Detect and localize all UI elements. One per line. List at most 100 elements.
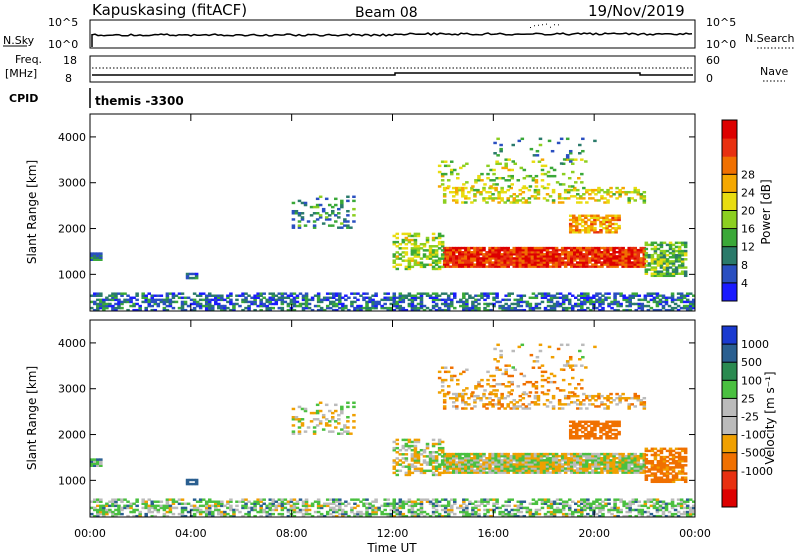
power-cell <box>659 253 664 257</box>
velocity-cell <box>407 440 412 444</box>
velocity-cell <box>476 456 480 460</box>
velocity-cell <box>587 434 591 438</box>
power-cell <box>304 292 309 295</box>
velocity-cell <box>413 446 418 450</box>
velocity-cell <box>557 463 562 466</box>
power-cell <box>286 294 291 297</box>
velocity-cell <box>569 467 574 470</box>
velocity-cell <box>582 461 586 464</box>
power-cell <box>655 296 660 300</box>
velocity-cell <box>440 459 445 462</box>
velocity-cell <box>500 454 504 458</box>
velocity-cell <box>307 504 312 508</box>
power-cell <box>603 250 607 254</box>
velocity-cell <box>217 500 221 503</box>
power-cell <box>627 253 631 256</box>
power-cell <box>291 212 296 215</box>
velocity-cell <box>442 454 447 458</box>
velocity-cell <box>567 498 572 501</box>
power-cell <box>668 260 673 263</box>
velocity-cell <box>491 461 495 464</box>
velocity-cell <box>587 430 591 434</box>
power-cell <box>662 260 667 263</box>
velocity-cell <box>609 469 613 472</box>
velocity-cell <box>177 512 182 516</box>
velocity-cell <box>247 512 251 516</box>
velocity-cell <box>566 461 571 464</box>
power-cell <box>413 247 418 250</box>
velocity-cell <box>141 500 145 503</box>
power-cell <box>580 296 584 300</box>
velocity-cell <box>485 465 489 468</box>
power-cell <box>440 174 445 178</box>
velocity-cell <box>539 465 544 468</box>
power-cell <box>597 188 601 192</box>
power-cell <box>482 246 486 250</box>
power-cell <box>512 197 517 200</box>
velocity-cell <box>304 500 309 503</box>
velocity-cell <box>639 454 644 458</box>
power-cell <box>120 292 124 295</box>
velocity-cell <box>335 514 339 518</box>
velocity-cell <box>105 504 109 508</box>
velocity-cell <box>297 432 302 435</box>
velocity-cell <box>597 459 601 462</box>
velocity-cell <box>177 498 182 501</box>
velocity-cell <box>498 512 502 516</box>
velocity-cell <box>551 459 556 462</box>
velocity-cell <box>580 502 584 506</box>
velocity-cell <box>416 514 421 518</box>
power-cell <box>671 249 676 253</box>
velocity-cell <box>356 510 360 514</box>
velocity-cell <box>597 471 601 474</box>
velocity-cell <box>168 498 173 501</box>
power-cell <box>464 195 468 198</box>
velocity-cell <box>501 372 505 376</box>
velocity-cell <box>597 392 601 396</box>
velocity-cell <box>338 506 342 510</box>
power-cell <box>656 264 661 267</box>
velocity-cell <box>473 452 477 456</box>
power-cell <box>531 292 536 295</box>
power-cell <box>519 304 524 308</box>
velocity-cell <box>568 366 573 369</box>
velocity-cell <box>624 459 628 462</box>
velocity-cell <box>615 461 619 464</box>
velocity-cell <box>611 428 615 432</box>
velocity-cell <box>519 502 524 506</box>
power-cell <box>392 234 397 238</box>
velocity-cell <box>536 454 541 458</box>
velocity-cell <box>401 461 406 464</box>
velocity-cell <box>585 471 589 474</box>
power-cell <box>576 263 580 266</box>
velocity-cell <box>327 424 332 427</box>
power-cell <box>434 304 439 308</box>
power-cell <box>465 300 469 304</box>
velocity-cell <box>96 462 100 465</box>
velocity-cell <box>431 502 436 506</box>
power-cell <box>497 190 501 194</box>
power-cell <box>253 294 257 297</box>
power-cell <box>207 300 212 304</box>
power-cell <box>207 304 212 308</box>
velocity-cell <box>292 508 297 512</box>
power-cell <box>413 234 418 238</box>
velocity-cell <box>557 399 562 402</box>
velocity-cell <box>226 502 230 506</box>
velocity-cell <box>589 502 593 506</box>
power-cell <box>537 160 542 163</box>
velocity-cell <box>595 498 599 501</box>
velocity-cell <box>386 504 390 508</box>
power-cell <box>156 302 161 306</box>
velocity-cell <box>676 504 681 508</box>
velocity-cell <box>570 500 575 503</box>
velocity-cell <box>590 420 594 424</box>
power-cell <box>521 201 526 204</box>
power-cell <box>674 258 679 261</box>
velocity-cell <box>549 504 554 508</box>
velocity-cell <box>533 471 538 474</box>
velocity-cell <box>621 463 625 466</box>
power-colorbar-label: Power [dB] <box>759 179 773 244</box>
power-cell <box>443 300 448 304</box>
